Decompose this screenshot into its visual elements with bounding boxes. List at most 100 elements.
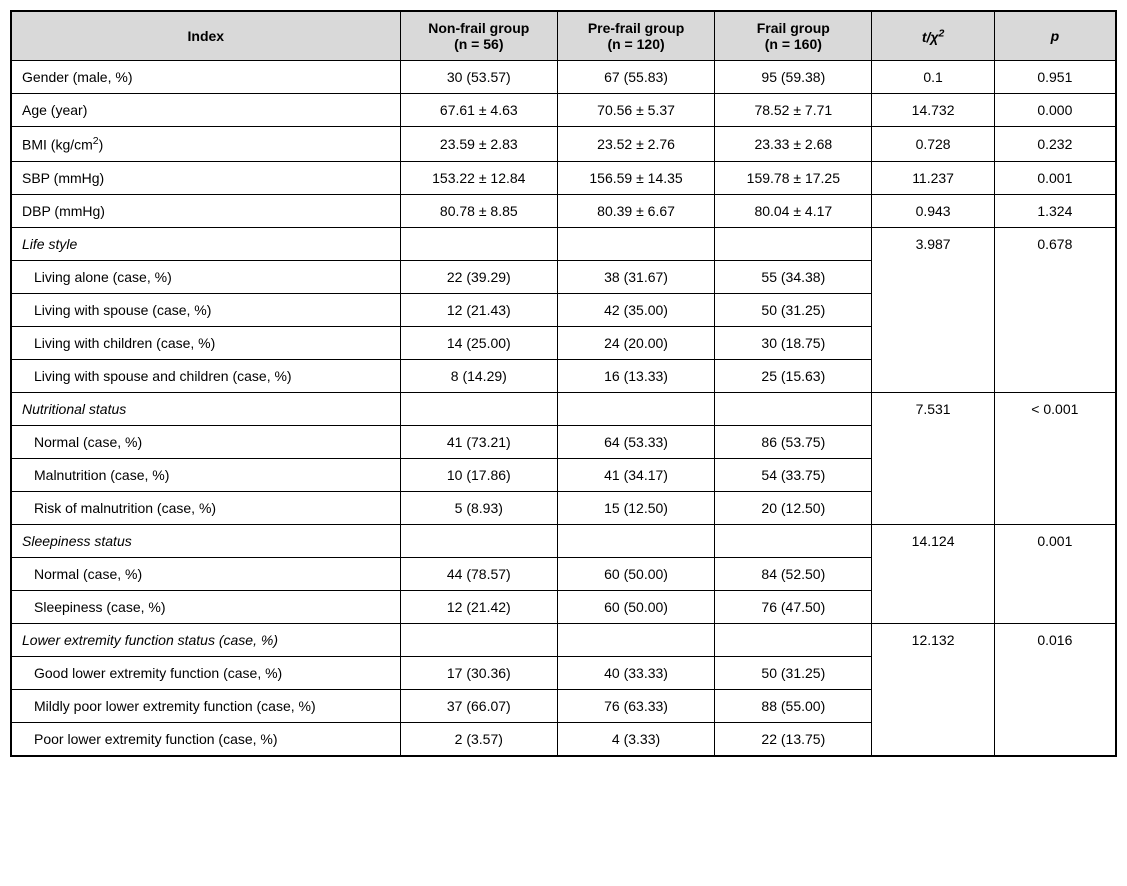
table-cell: 0.1: [872, 61, 994, 94]
row-label: DBP (mmHg): [11, 194, 400, 227]
section-stat: 3.987: [872, 227, 994, 392]
sub-row-label: Normal (case, %): [11, 425, 400, 458]
row-label: Age (year): [11, 94, 400, 127]
table-cell: 23.59 ± 2.83: [400, 127, 557, 162]
sub-row-label: Living with spouse (case, %): [11, 293, 400, 326]
sub-row-label: Living alone (case, %): [11, 260, 400, 293]
row-label: SBP (mmHg): [11, 161, 400, 194]
table-cell: 67.61 ± 4.63: [400, 94, 557, 127]
table-cell: 80.04 ± 4.17: [715, 194, 872, 227]
table-cell: 22 (13.75): [715, 722, 872, 756]
table-cell: [715, 392, 872, 425]
table-cell: 23.52 ± 2.76: [557, 127, 714, 162]
table-cell: 0.943: [872, 194, 994, 227]
table-cell: 30 (53.57): [400, 61, 557, 94]
section-p: < 0.001: [994, 392, 1116, 524]
table-cell: 42 (35.00): [557, 293, 714, 326]
col-header-index: Index: [11, 11, 400, 61]
table-cell: 16 (13.33): [557, 359, 714, 392]
table-row: BMI (kg/cm2)23.59 ± 2.8323.52 ± 2.7623.3…: [11, 127, 1116, 162]
section-label: Lower extremity function status (case, %…: [11, 623, 400, 656]
table-cell: [715, 227, 872, 260]
col-header-p: p: [994, 11, 1116, 61]
col-header-stat: t/χ2: [872, 11, 994, 61]
sub-row-label: Poor lower extremity function (case, %): [11, 722, 400, 756]
table-cell: [400, 623, 557, 656]
section-stat: 14.124: [872, 524, 994, 623]
section-label: Life style: [11, 227, 400, 260]
table-cell: 86 (53.75): [715, 425, 872, 458]
row-label: Gender (male, %): [11, 61, 400, 94]
table-cell: 0.728: [872, 127, 994, 162]
table-cell: [557, 524, 714, 557]
section-row: Sleepiness status14.1240.001: [11, 524, 1116, 557]
table-cell: 78.52 ± 7.71: [715, 94, 872, 127]
table-row: Age (year)67.61 ± 4.6370.56 ± 5.3778.52 …: [11, 94, 1116, 127]
table-cell: [715, 524, 872, 557]
table-cell: 44 (78.57): [400, 557, 557, 590]
section-row: Lower extremity function status (case, %…: [11, 623, 1116, 656]
table-cell: 14.732: [872, 94, 994, 127]
sub-row-label: Living with spouse and children (case, %…: [11, 359, 400, 392]
sub-row-label: Risk of malnutrition (case, %): [11, 491, 400, 524]
table-cell: 25 (15.63): [715, 359, 872, 392]
table-cell: 76 (63.33): [557, 689, 714, 722]
section-label: Sleepiness status: [11, 524, 400, 557]
section-p: 0.016: [994, 623, 1116, 756]
section-row: Life style3.9870.678: [11, 227, 1116, 260]
table-cell: [557, 623, 714, 656]
section-p: 0.001: [994, 524, 1116, 623]
col-header-nonfrail: Non-frail group(n = 56): [400, 11, 557, 61]
sub-row-label: Mildly poor lower extremity function (ca…: [11, 689, 400, 722]
table-cell: 12 (21.43): [400, 293, 557, 326]
table-cell: 153.22 ± 12.84: [400, 161, 557, 194]
sub-row-label: Normal (case, %): [11, 557, 400, 590]
sub-row-label: Sleepiness (case, %): [11, 590, 400, 623]
table-cell: 22 (39.29): [400, 260, 557, 293]
table-cell: [400, 227, 557, 260]
table-cell: 5 (8.93): [400, 491, 557, 524]
table-cell: 64 (53.33): [557, 425, 714, 458]
section-p: 0.678: [994, 227, 1116, 392]
table-cell: 40 (33.33): [557, 656, 714, 689]
table-cell: [715, 623, 872, 656]
table-cell: 24 (20.00): [557, 326, 714, 359]
sub-row-label: Living with children (case, %): [11, 326, 400, 359]
table-cell: 0.232: [994, 127, 1116, 162]
table-cell: 8 (14.29): [400, 359, 557, 392]
table-cell: 38 (31.67): [557, 260, 714, 293]
table-cell: 0.001: [994, 161, 1116, 194]
row-label: BMI (kg/cm2): [11, 127, 400, 162]
table-body: Gender (male, %)30 (53.57)67 (55.83)95 (…: [11, 61, 1116, 756]
section-stat: 7.531: [872, 392, 994, 524]
table-cell: 156.59 ± 14.35: [557, 161, 714, 194]
table-cell: 0.951: [994, 61, 1116, 94]
sub-row-label: Malnutrition (case, %): [11, 458, 400, 491]
sub-row-label: Good lower extremity function (case, %): [11, 656, 400, 689]
col-header-prefrail: Pre-frail group(n = 120): [557, 11, 714, 61]
table-cell: 60 (50.00): [557, 557, 714, 590]
table-cell: [400, 392, 557, 425]
table-cell: 54 (33.75): [715, 458, 872, 491]
table-row: Gender (male, %)30 (53.57)67 (55.83)95 (…: [11, 61, 1116, 94]
table-cell: 0.000: [994, 94, 1116, 127]
table-cell: 50 (31.25): [715, 656, 872, 689]
section-stat: 12.132: [872, 623, 994, 756]
table-row: DBP (mmHg)80.78 ± 8.8580.39 ± 6.6780.04 …: [11, 194, 1116, 227]
frailty-table: IndexNon-frail group(n = 56)Pre-frail gr…: [10, 10, 1117, 757]
table-cell: [400, 524, 557, 557]
table-cell: 41 (34.17): [557, 458, 714, 491]
table-cell: 88 (55.00): [715, 689, 872, 722]
table-cell: 41 (73.21): [400, 425, 557, 458]
table-cell: 10 (17.86): [400, 458, 557, 491]
table-cell: 37 (66.07): [400, 689, 557, 722]
table-cell: 4 (3.33): [557, 722, 714, 756]
table-cell: 23.33 ± 2.68: [715, 127, 872, 162]
table-cell: 95 (59.38): [715, 61, 872, 94]
table-cell: 50 (31.25): [715, 293, 872, 326]
col-header-frail: Frail group(n = 160): [715, 11, 872, 61]
table-cell: 17 (30.36): [400, 656, 557, 689]
table-cell: [557, 227, 714, 260]
table-cell: 15 (12.50): [557, 491, 714, 524]
table-cell: 80.39 ± 6.67: [557, 194, 714, 227]
